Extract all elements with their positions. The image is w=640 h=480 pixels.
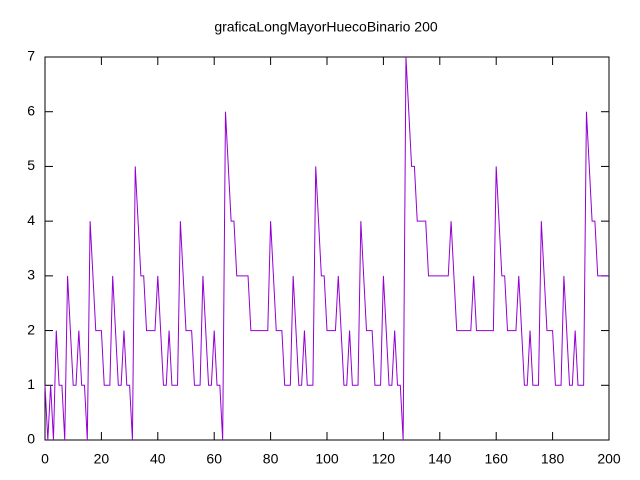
data-line <box>44 56 609 441</box>
y-tick-label: 3 <box>27 267 35 283</box>
x-tick-label: 20 <box>94 451 110 467</box>
y-tick-label: 0 <box>27 431 35 447</box>
x-tick-label: 140 <box>428 451 452 467</box>
y-tick-label: 5 <box>27 157 35 173</box>
x-tick-label: 120 <box>372 451 396 467</box>
plot-border <box>44 56 610 441</box>
y-tick-label: 2 <box>27 321 35 337</box>
y-tick-label: 1 <box>27 376 35 392</box>
y-tick-label: 6 <box>27 102 35 118</box>
x-tick-label: 40 <box>150 451 166 467</box>
x-tick-label: 0 <box>41 451 49 467</box>
y-tick-label: 7 <box>27 48 35 64</box>
x-tick-label: 80 <box>263 451 279 467</box>
x-tick-label: 180 <box>541 451 565 467</box>
x-tick-label: 60 <box>206 451 222 467</box>
x-tick-label: 200 <box>597 451 621 467</box>
x-tick-label: 160 <box>485 451 509 467</box>
chart-title: graficaLongMayorHuecoBinario 200 <box>214 19 438 35</box>
x-tick-label: 100 <box>315 451 339 467</box>
y-tick-label: 4 <box>27 212 35 228</box>
